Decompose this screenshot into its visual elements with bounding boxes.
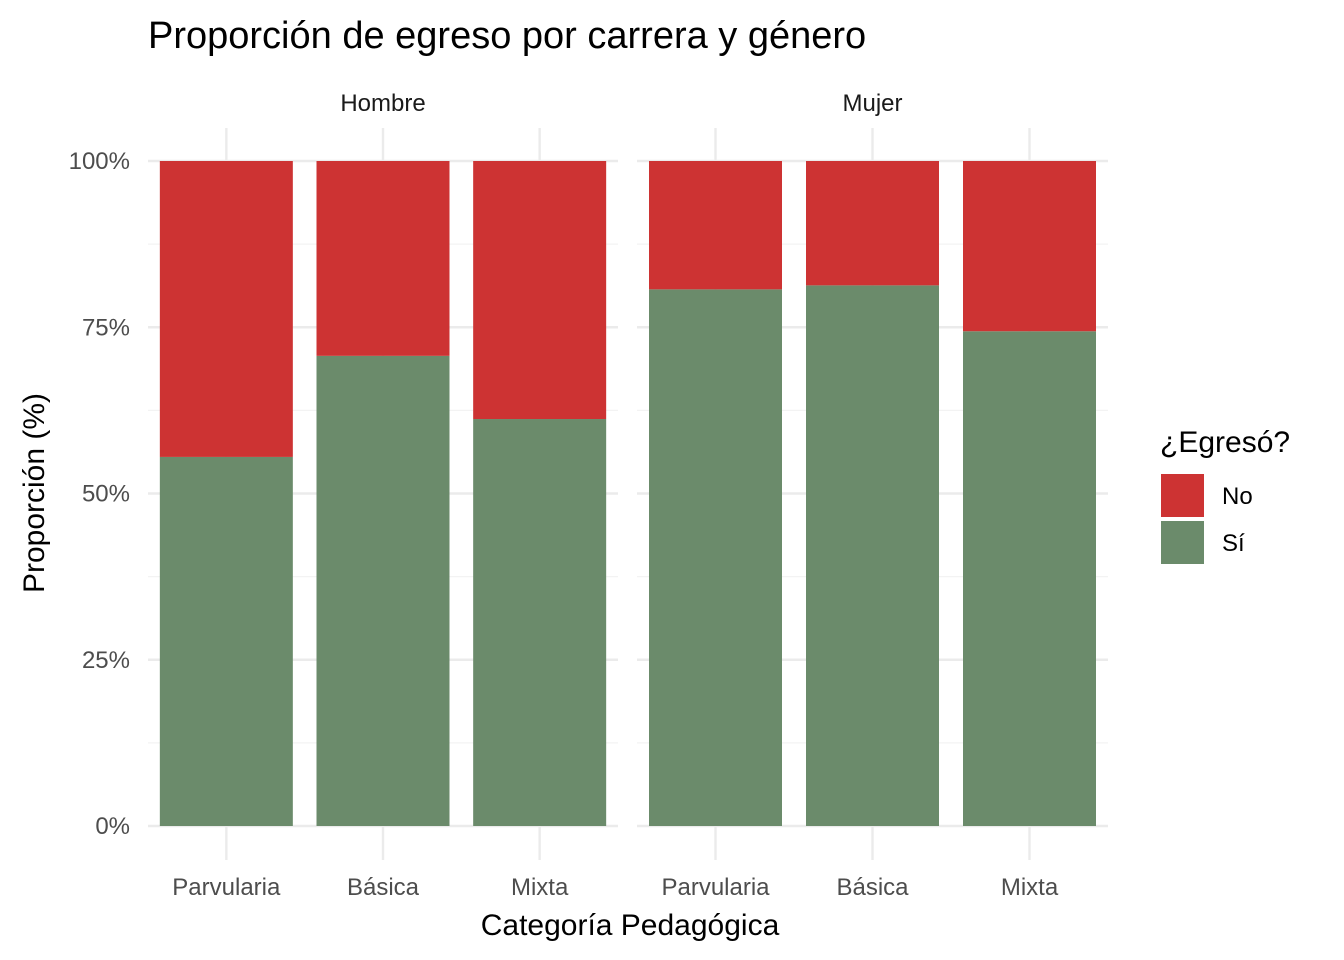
bar-segment-no: [649, 161, 782, 290]
facet-label: Hombre: [340, 90, 425, 117]
chart-title: Proporción de egreso por carrera y géner…: [148, 15, 866, 57]
legend: ¿Egresó? No Sí: [1160, 426, 1290, 564]
x-tick-label: Mixta: [511, 874, 569, 901]
y-axis-title: Proporción (%): [18, 393, 51, 593]
bar-segment-no: [316, 161, 450, 356]
x-tick-label: Básica: [836, 874, 909, 901]
bar-segment-si: [649, 289, 782, 827]
y-tick-label: 100%: [69, 148, 130, 175]
x-axis-title: Categoría Pedagógica: [481, 909, 780, 942]
legend-label: Sí: [1222, 530, 1245, 557]
bar-segment-si: [316, 355, 450, 826]
bar-segment-si: [159, 456, 293, 826]
legend-key-no: [1161, 474, 1204, 517]
facet-label: Mujer: [842, 90, 902, 117]
y-tick-label: 0%: [95, 813, 130, 840]
legend-title: ¿Egresó?: [1160, 426, 1290, 459]
facet-panel-hombre: Hombre Parvularia Básica Mixta: [148, 90, 618, 901]
legend-key-si: [1161, 521, 1204, 564]
x-tick-label: Mixta: [1001, 874, 1059, 901]
x-tick-label: Parvularia: [661, 874, 770, 901]
bar-segment-no: [806, 161, 939, 286]
x-tick-label: Básica: [347, 874, 420, 901]
facet-panels: Hombre Parvularia Básica Mixta Mujer Parvular…: [148, 90, 1108, 901]
y-tick-label: 75%: [82, 314, 130, 341]
bar-segment-si: [806, 285, 939, 827]
facet-panel-mujer: Mujer Parvularia Básica Mixta: [637, 90, 1108, 901]
y-tick-label: 50%: [82, 481, 130, 508]
bar-segment-si: [473, 419, 607, 826]
x-tick-label: Parvularia: [172, 874, 281, 901]
bar-segment-si: [963, 331, 1096, 826]
legend-label: No: [1222, 483, 1253, 510]
bar-segment-no: [473, 161, 607, 420]
y-tick-label: 25%: [82, 647, 130, 674]
bar-segment-no: [159, 161, 293, 457]
y-axis-ticks: 0% 25% 50% 75% 100%: [69, 148, 130, 840]
bar-segment-no: [963, 161, 1096, 332]
